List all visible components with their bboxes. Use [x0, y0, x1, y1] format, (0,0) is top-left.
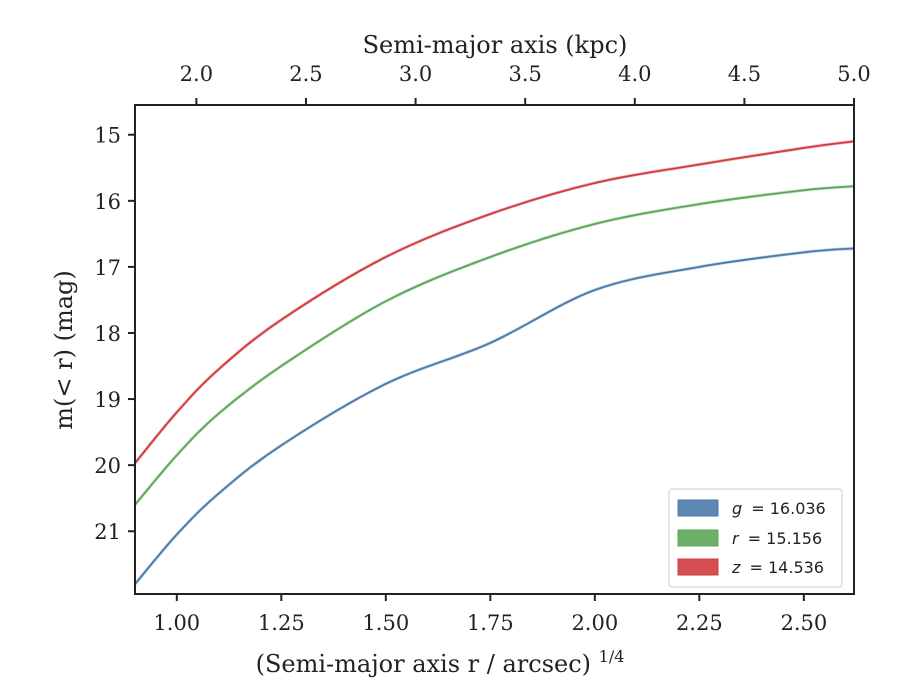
- top-x-tick-label: 3.0: [399, 62, 432, 86]
- x-tick-label: 1.25: [258, 611, 305, 635]
- y-tick-label: 17: [94, 256, 121, 280]
- x-axis-title-exponent: 1/4: [599, 647, 625, 666]
- legend-symbol-r: r: [732, 529, 740, 548]
- top-x-tick-label: 2.0: [180, 62, 213, 86]
- top-x-axis-title: Semi-major axis (kpc): [363, 31, 628, 59]
- legend-swatch-z: [677, 558, 719, 576]
- x-tick-label: 2.50: [780, 611, 827, 635]
- top-x-tick-label: 4.0: [618, 62, 651, 86]
- series-line-g: [134, 247, 855, 585]
- top-x-tick-label: 5.0: [837, 62, 870, 86]
- y-tick-label: 20: [94, 454, 121, 478]
- y-tick-label: 16: [94, 190, 121, 214]
- legend-value-z: = 14.536: [750, 558, 824, 577]
- x-axis-title-text: (Semi-major axis r / arcsec): [256, 650, 591, 678]
- top-x-tick-label: 3.5: [508, 62, 541, 86]
- x-tick-label: 1.75: [467, 611, 514, 635]
- legend: g = 16.036 r = 15.156 z = 14.536: [668, 488, 843, 588]
- top-x-tick-label: 2.5: [289, 62, 322, 86]
- y-tick-label: 19: [94, 388, 121, 412]
- legend-value-g: = 16.036: [751, 499, 825, 518]
- x-tick-label: 2.00: [571, 611, 618, 635]
- series-band-r: [133, 184, 855, 506]
- legend-swatch-r: [677, 529, 719, 547]
- y-tick-label: 18: [94, 322, 121, 346]
- plot-frame: [134, 104, 855, 595]
- y-tick-label: 21: [94, 520, 121, 544]
- top-x-tick-label: 4.5: [728, 62, 761, 86]
- x-tick-label: 1.50: [362, 611, 409, 635]
- series-line-r: [134, 185, 855, 506]
- legend-symbol-z: z: [731, 558, 741, 577]
- legend-entry-z: z = 14.536: [731, 558, 824, 577]
- series-line-z: [134, 140, 855, 464]
- series-band-z: [133, 139, 855, 465]
- x-tick-label: 1.00: [153, 611, 200, 635]
- legend-symbol-g: g: [732, 499, 742, 518]
- legend-swatch-g: [677, 499, 719, 517]
- x-tick-label: 2.25: [676, 611, 723, 635]
- legend-value-r: = 15.156: [748, 529, 822, 548]
- legend-entry-g: g = 16.036: [732, 499, 826, 518]
- legend-entry-r: r = 15.156: [732, 529, 822, 548]
- y-tick-label: 15: [94, 124, 121, 148]
- plot-area: 1.00 1.25 1.50 1.75 2.00 2.25 2.50 15 16 17 18 19 20…: [94, 62, 870, 635]
- x-axis-title: (Semi-major axis r / arcsec) 1/4: [256, 647, 625, 678]
- y-axis-title: m(< r) (mag): [50, 270, 78, 429]
